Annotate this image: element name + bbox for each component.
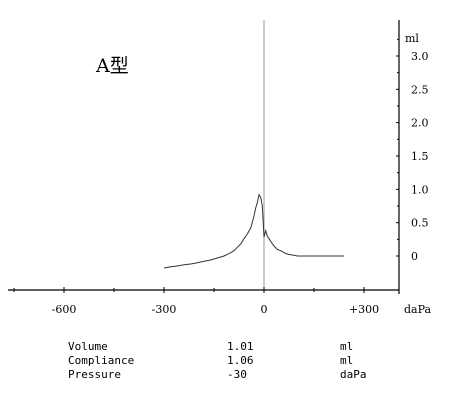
readout-unit: ml bbox=[340, 354, 353, 367]
y-tick-label: 1.0 bbox=[411, 183, 429, 196]
readout-value: 1.06 bbox=[227, 354, 254, 367]
y-tick-label: 0.5 bbox=[411, 217, 429, 230]
readout-label: Volume bbox=[68, 340, 108, 353]
series-line-0 bbox=[163, 193, 344, 269]
x-axis-label: daPa bbox=[404, 303, 432, 316]
x-tick-label: +300 bbox=[349, 303, 379, 316]
x-ticks: -600 -300 0 +300 bbox=[13, 287, 379, 316]
y-ticks: 0 0.5 1.0 1.5 2.0 2.5 3.0 bbox=[396, 38, 429, 263]
axes bbox=[8, 20, 400, 294]
readout-value: 1.01 bbox=[227, 340, 254, 353]
x-tick-label: -300 bbox=[152, 303, 177, 316]
y-tick-label: 3.0 bbox=[411, 50, 429, 63]
x-tick-label: -600 bbox=[52, 303, 77, 316]
readout-table: Volume 1.01 ml Compliance 1.06 ml Pressure -30 d… bbox=[68, 340, 367, 381]
x-tick-label: 0 bbox=[261, 303, 268, 316]
y-tick-label: 2.5 bbox=[411, 83, 429, 96]
y-axis-label: ml bbox=[405, 32, 419, 45]
readout-unit: ml bbox=[340, 340, 353, 353]
readout-unit: daPa bbox=[340, 368, 367, 381]
readout-label: Compliance bbox=[68, 354, 134, 367]
y-tick-label: 0 bbox=[411, 250, 418, 263]
y-tick-label: 2.0 bbox=[411, 117, 429, 130]
series-group bbox=[163, 193, 344, 269]
chart-title: A型 bbox=[95, 55, 129, 77]
readout-label: Pressure bbox=[68, 368, 121, 381]
y-tick-label: 1.5 bbox=[411, 150, 429, 163]
readout-value: -30 bbox=[227, 368, 247, 381]
